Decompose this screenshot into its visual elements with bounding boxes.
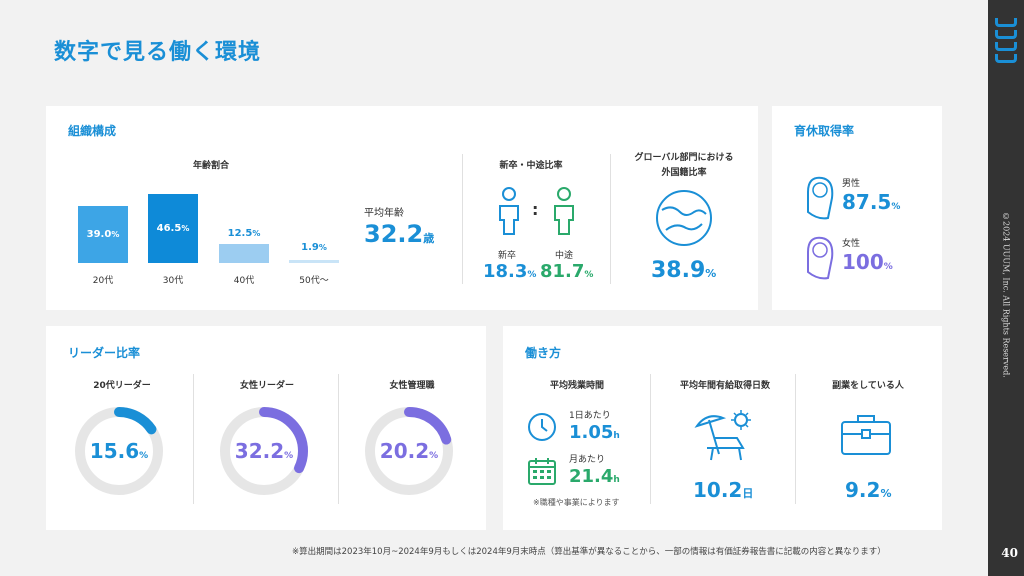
copyright: ©2024 UUUM, Inc. All Rights Reserved. [1001,212,1011,378]
leader-title: リーダー比率 [68,346,141,360]
bar-label-20s: 20代 [92,276,114,286]
overtime-day-value: 1.05h [569,422,620,443]
work-title: 働き方 [525,346,562,360]
childcare-card: 育休取得率 男性 87.5% 女性 100% [772,106,942,310]
divider-work-1 [650,374,651,504]
baby-male-icon [807,176,834,220]
divider-work-2 [795,374,796,504]
ring-value-0: 15.6% [89,439,149,463]
overtime-note: ※職種や事業によります [533,498,620,507]
person-new-grad-icon [499,187,519,235]
leader-label-1: 女性リーダー [239,381,294,391]
baby-female-icon [807,236,834,280]
ring-value-1: 32.2% [234,439,294,463]
new-grad-value: 18.3% [483,261,537,282]
overtime-day-label: 1日あたり [569,411,611,421]
divider-leader-2 [338,374,339,504]
side-value: 9.2% [845,478,892,502]
leader-label-2: 女性管理職 [389,381,435,391]
ring-progress-arc [220,407,308,495]
overtime-title: 平均残業時間 [549,381,604,391]
clock-icon [528,413,556,441]
hire-colon: : [532,200,539,219]
ring-2: 20.2% [364,406,454,496]
divider-org-2 [610,154,611,284]
ring-1: 32.2% [219,406,309,496]
bar-label-50s: 50代〜 [299,276,329,286]
hire-ratio-title: 新卒・中途比率 [499,161,563,171]
overtime-month-value: 21.4h [569,466,620,487]
bar-30s [148,194,198,263]
female-value: 100% [842,250,893,274]
sidebar: ©2024 UUUM, Inc. All Rights Reserved. 40 [988,0,1024,576]
ring-value-2: 20.2% [379,439,439,463]
divider-leader-1 [193,374,194,504]
age-ratio-title: 年齢割合 [192,161,229,171]
leave-value: 10.2日 [693,478,754,502]
person-mid-career-icon [554,187,574,235]
divider-org-1 [462,154,463,284]
global-title: グローバル部門における 外国籍比率 [634,153,734,178]
childcare-title: 育休取得率 [794,124,855,138]
new-grad-label: 新卒 [497,251,516,261]
page-number: 40 [1001,546,1018,560]
avg-age-label: 平均年齢 [364,208,404,219]
female-label: 女性 [842,239,861,249]
mid-career-value: 81.7% [540,261,594,282]
brand-logo [995,18,1017,66]
mid-career-label: 中途 [554,251,573,261]
bar-value-30s: 46.5% [156,223,190,234]
side-title: 副業をしている人 [832,381,904,391]
leave-title: 平均年間有給取得日数 [679,381,770,391]
work-card: 働き方 平均残業時間 1日あたり 1.05h 月あたり 21.4h ※職種や事業… [503,326,942,530]
briefcase-icon [841,415,891,455]
bar-value-40s: 12.5% [227,228,261,239]
calendar-icon [528,458,556,485]
ring-0: 15.6% [74,406,164,496]
bar-50s [289,260,339,263]
male-value: 87.5% [842,190,901,214]
org-title: 組織構成 [68,124,117,138]
org-card: 組織構成 年齢割合 39.0% 46.5% 12.5% 1.9% 20代 30代… [46,106,758,310]
page-title: 数字で見る働く環境 [54,40,262,65]
bar-label-30s: 30代 [162,276,184,286]
bar-40s [219,244,269,263]
ring-progress-arc [75,407,163,495]
bar-value-50s: 1.9% [301,242,327,253]
bar-value-20s: 39.0% [86,229,120,240]
beach-chair-icon [694,410,751,461]
male-label: 男性 [842,179,861,189]
bar-label-40s: 40代 [233,276,255,286]
leader-card: リーダー比率 20代リーダー 女性リーダー 女性管理職 15.6% 32.2% … [46,326,486,530]
overtime-month-label: 月あたり [569,455,606,465]
leader-label-0: 20代リーダー [93,381,151,391]
globe-icon [656,190,712,246]
avg-age-value: 32.2歳 [364,220,435,248]
ring-progress-arc [365,407,453,495]
footnote: ※算出期間は2023年10月~2024年9月もしくは2024年9月末時点（算出基… [292,547,886,557]
bar-20s [78,206,128,263]
global-value: 38.9% [651,258,717,283]
